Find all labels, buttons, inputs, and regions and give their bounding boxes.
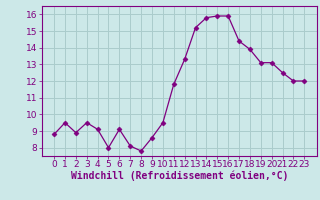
X-axis label: Windchill (Refroidissement éolien,°C): Windchill (Refroidissement éolien,°C) [70, 171, 288, 181]
